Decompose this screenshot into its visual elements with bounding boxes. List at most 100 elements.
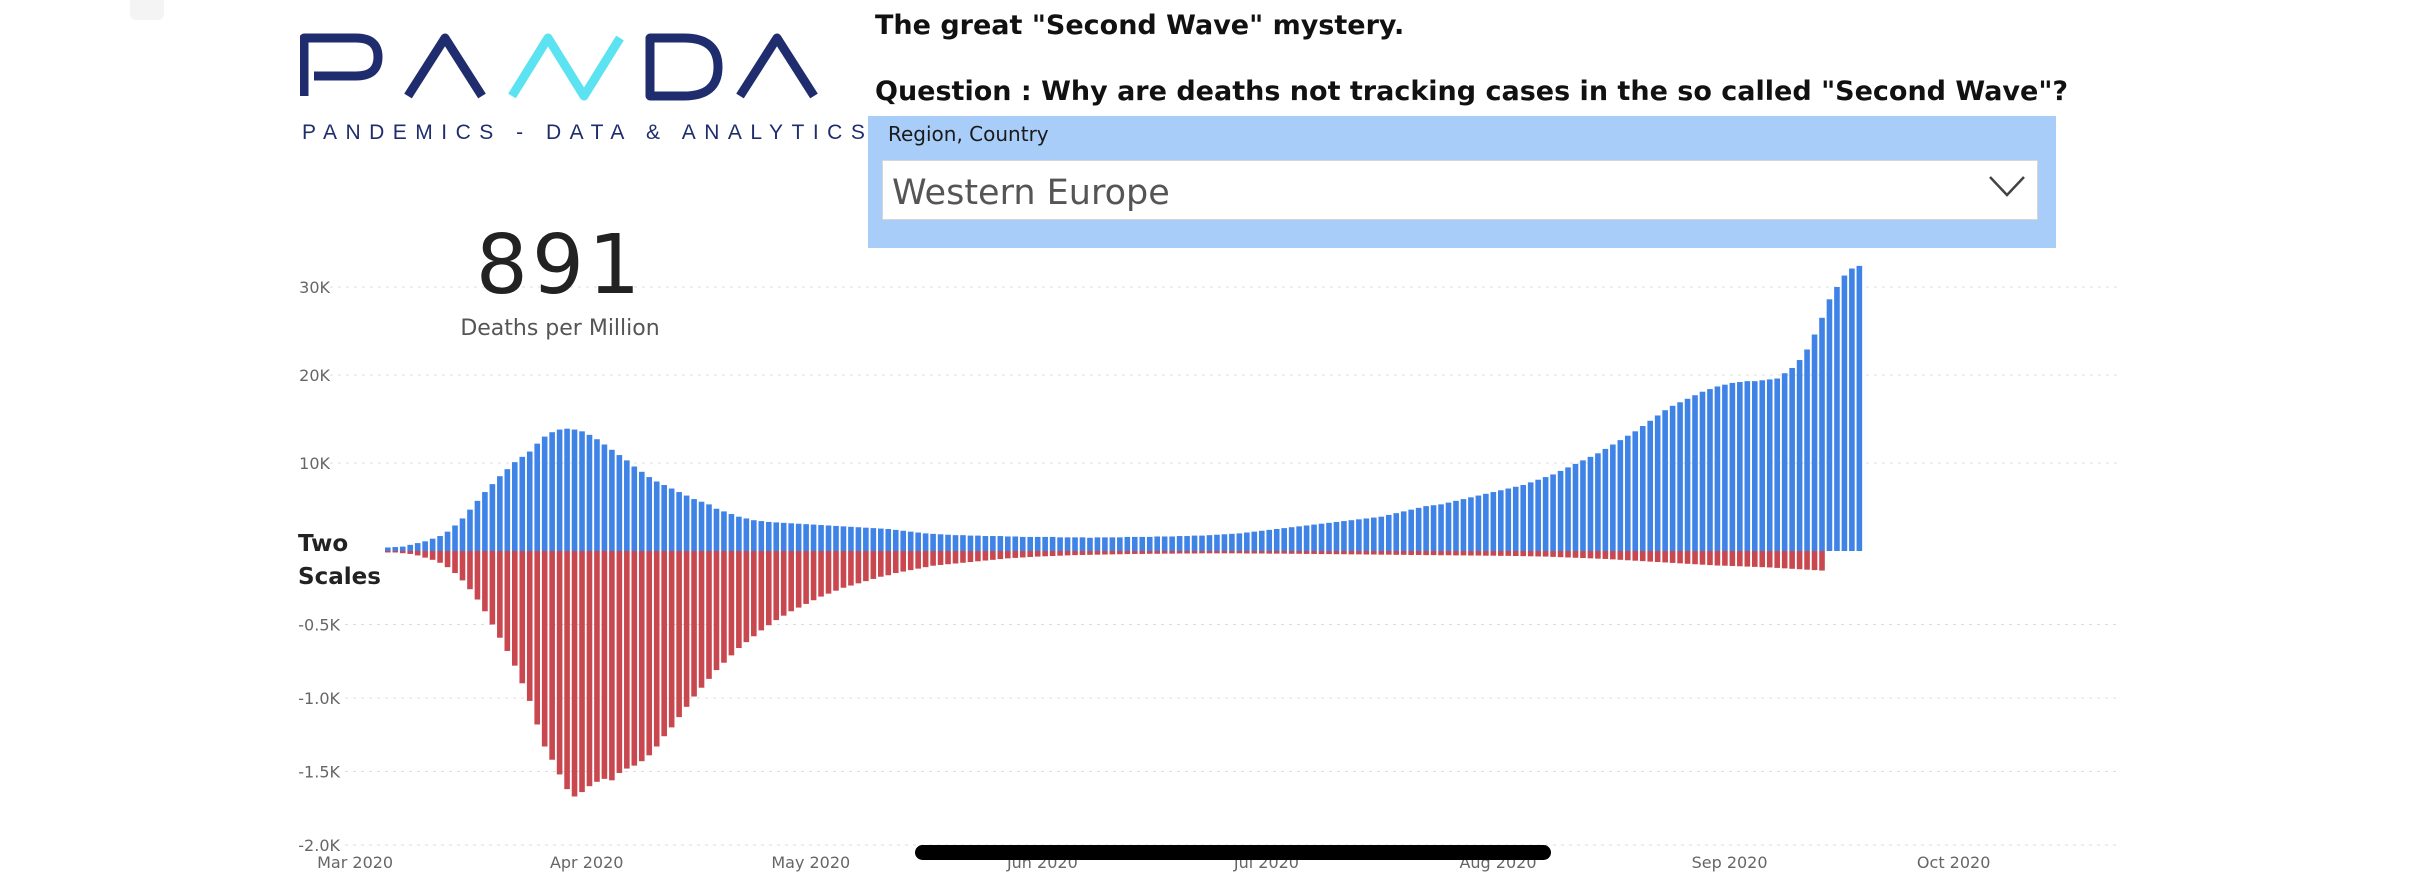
cases-bar	[833, 525, 839, 551]
cases-bar	[1572, 463, 1579, 551]
cases-bar	[855, 527, 862, 551]
cases-bar	[1707, 389, 1713, 551]
deaths-bar	[1281, 551, 1287, 554]
deaths-bar	[1266, 551, 1273, 554]
cases-bar	[788, 523, 794, 551]
deaths-bar	[870, 551, 877, 579]
cases-bar	[1042, 536, 1048, 551]
cases-bar	[743, 518, 750, 551]
cases-bar	[952, 535, 959, 551]
deaths-bar	[1654, 551, 1661, 563]
deaths-bar	[586, 551, 593, 787]
deaths-bar	[414, 551, 421, 556]
cases-bar	[601, 444, 608, 551]
y-tick-label: -0.5K	[298, 616, 340, 635]
deaths-bar	[624, 551, 630, 769]
deaths-bar	[975, 551, 981, 562]
deaths-bar	[960, 551, 966, 563]
deaths-bar	[638, 551, 645, 762]
cases-bar	[698, 501, 705, 551]
cases-bar	[1281, 528, 1287, 551]
deaths-bar	[1303, 551, 1310, 554]
cases-bar	[1624, 435, 1631, 551]
kpi-value: 891	[475, 218, 645, 313]
x-tick-label: Sep 2020	[1692, 853, 1768, 872]
cases-bar	[1438, 504, 1444, 551]
cases-bar	[825, 525, 832, 551]
cases-bar	[1415, 507, 1422, 551]
cases-bar	[1557, 470, 1564, 551]
cases-bar	[870, 528, 877, 551]
cases-bar	[452, 525, 458, 551]
deaths-bar	[1049, 551, 1056, 556]
deaths-bar	[1438, 551, 1444, 556]
cases-bar	[1796, 360, 1803, 551]
cases-bar	[945, 534, 951, 551]
deaths-bar	[1027, 551, 1034, 558]
deaths-bar	[1572, 551, 1579, 558]
deaths-bar	[1468, 551, 1474, 556]
cases-bar	[1729, 382, 1736, 551]
cases-bar	[1079, 537, 1086, 551]
cases-bar	[1348, 520, 1355, 551]
cases-bar	[1393, 513, 1400, 551]
deaths-bar	[1498, 551, 1504, 556]
deaths-bar	[1363, 551, 1370, 555]
cases-bar	[1371, 517, 1377, 551]
cases-bar	[1318, 523, 1325, 551]
x-tick-label: Apr 2020	[550, 853, 623, 872]
deaths-bar	[609, 551, 615, 781]
deaths-bar	[1811, 551, 1818, 571]
cases-bar	[1483, 493, 1489, 551]
deaths-bar	[1288, 551, 1295, 554]
cases-bar	[1849, 268, 1855, 551]
deaths-bar	[1520, 551, 1527, 557]
deaths-bar	[407, 551, 414, 554]
region-dropdown[interactable]: Western Europe	[882, 160, 2038, 220]
deaths-bar	[1632, 551, 1639, 561]
deaths-bar	[1371, 551, 1377, 555]
cases-bar	[1288, 527, 1295, 551]
deaths-bar	[1206, 551, 1213, 554]
cases-bar	[1550, 474, 1556, 551]
cases-bar	[1311, 524, 1317, 551]
cases-bar	[676, 492, 682, 551]
deaths-bar	[556, 551, 563, 775]
cases-bar	[1341, 521, 1347, 551]
horizontal-scrollbar[interactable]	[915, 845, 1551, 860]
deaths-bar	[1356, 551, 1362, 555]
deaths-bar	[653, 551, 660, 747]
deaths-bar	[1587, 551, 1594, 559]
deaths-bar	[467, 551, 473, 590]
cases-bar	[706, 504, 712, 551]
cases-bar	[848, 526, 854, 551]
y-tick-label: -2.0K	[298, 836, 340, 855]
cases-bar	[1012, 536, 1019, 551]
deaths-bar	[452, 551, 458, 574]
deaths-bar	[1400, 551, 1407, 555]
deaths-bar	[1647, 551, 1654, 562]
deaths-bar	[1512, 551, 1519, 556]
deaths-bar	[541, 551, 548, 747]
cases-bar	[1811, 334, 1818, 551]
deaths-bar	[1408, 551, 1414, 555]
deaths-bar	[534, 551, 540, 725]
deaths-bar	[1565, 551, 1571, 558]
cases-bar	[1184, 536, 1190, 551]
cases-bar	[885, 529, 892, 551]
deaths-bar	[392, 551, 399, 553]
deaths-bar	[1692, 551, 1698, 565]
cases-bar	[1460, 499, 1467, 551]
cases-bar	[1251, 531, 1258, 551]
cases-bar	[907, 531, 914, 551]
logo-subtitle: PANDEMICS - DATA & ANALYTICS	[302, 121, 874, 144]
cases-bar	[1169, 536, 1175, 551]
cases-bar	[1759, 380, 1766, 551]
deaths-bar	[997, 551, 1004, 560]
cases-bar	[489, 484, 496, 551]
deaths-bar	[1064, 551, 1071, 556]
corner-mark	[130, 0, 164, 20]
chevron-down-icon[interactable]	[1987, 173, 2027, 199]
cases-bar	[1102, 537, 1108, 551]
